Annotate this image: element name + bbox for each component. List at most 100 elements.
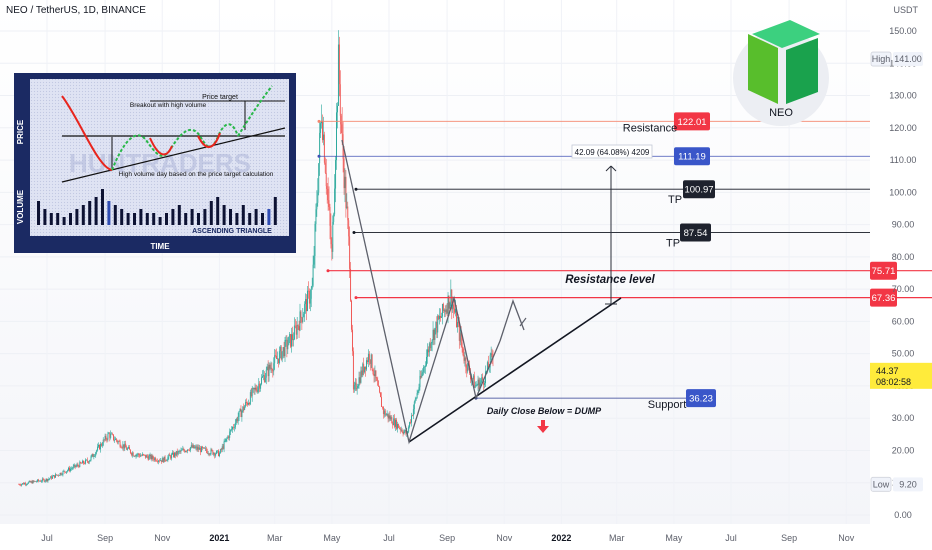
- candle-body: [455, 308, 456, 313]
- candle-body: [32, 480, 34, 484]
- candle-body: [244, 406, 246, 410]
- level-price-tag: [683, 180, 715, 199]
- candle-body: [448, 295, 450, 309]
- candle-body: [345, 176, 347, 209]
- candle-body: [264, 377, 266, 382]
- level-anchor: [354, 296, 358, 300]
- candle-body: [377, 380, 379, 386]
- candle-body: [252, 388, 254, 389]
- candle-body: [133, 455, 135, 457]
- candle-body: [99, 444, 100, 450]
- y-tick-label: 20.00: [892, 445, 915, 455]
- candle-body: [187, 449, 188, 452]
- candle-body: [47, 479, 49, 482]
- candle-body: [121, 447, 123, 448]
- candle-body: [375, 370, 377, 379]
- candle-body: [472, 375, 474, 380]
- y-tick-label: 0.00: [894, 510, 912, 520]
- inset-volume-bar: [171, 209, 175, 225]
- y-tick-label: 80.00: [892, 252, 915, 262]
- candle-body: [212, 450, 214, 455]
- candle-body: [490, 353, 492, 355]
- candle-body: [69, 467, 70, 471]
- candle-body: [167, 457, 169, 461]
- candle-body: [45, 478, 47, 481]
- candle-body: [83, 460, 84, 464]
- candle-body: [376, 378, 378, 381]
- candle-body: [135, 454, 137, 457]
- candle-body: [369, 359, 371, 364]
- x-tick-label: 2022: [551, 533, 571, 543]
- candle-body: [209, 453, 211, 455]
- candle-body: [94, 455, 96, 457]
- candle-body: [149, 454, 151, 457]
- candle-body: [282, 347, 284, 352]
- candle-body: [281, 351, 283, 360]
- candle-body: [129, 447, 130, 450]
- candle-body: [436, 321, 438, 333]
- candle-body: [388, 415, 390, 419]
- candle-body: [141, 455, 143, 457]
- candle-body: [266, 366, 268, 370]
- candle-body: [28, 481, 30, 483]
- candle-body: [367, 360, 368, 363]
- inset-volume-bar: [197, 213, 200, 225]
- candle-body: [58, 475, 60, 476]
- candle-body: [398, 427, 400, 429]
- y-tick-label: 110.00: [890, 155, 917, 165]
- arrow-head: [519, 317, 527, 327]
- candle-body: [335, 160, 337, 189]
- y-tick-label: 60.00: [892, 316, 915, 326]
- candle-body: [396, 419, 397, 429]
- candle-body: [60, 472, 62, 475]
- x-tick-label: Jul: [41, 533, 53, 543]
- candle-body: [391, 417, 393, 424]
- candle-body: [336, 112, 337, 161]
- time-axis[interactable]: Jul Sep Nov 2021 Mar May Jul Sep Nov 2022 Mar May Ju…: [41, 533, 855, 543]
- candle-body: [102, 439, 104, 446]
- candle-body: [24, 483, 26, 485]
- x-tick-label: Sep: [781, 533, 797, 543]
- candle-body: [275, 355, 277, 356]
- candle-body: [451, 289, 453, 310]
- candle-body: [446, 309, 448, 314]
- candle-body: [303, 313, 305, 318]
- candle-body: [262, 376, 263, 378]
- candle-body: [291, 334, 293, 347]
- candle-body: [242, 406, 244, 412]
- measure-label: 42.09 (64.08%) 4209: [571, 144, 653, 159]
- candle-body: [130, 453, 132, 455]
- candle-body: [91, 454, 93, 457]
- candle-body: [256, 390, 258, 392]
- inset-volume-bar: [94, 197, 98, 225]
- candle-body: [416, 393, 418, 399]
- candle-body: [351, 300, 352, 330]
- candle-body: [481, 377, 483, 381]
- price-axis[interactable]: 150.00140.00130.00120.00110.00100.0090.0…: [870, 26, 932, 520]
- candle-body: [367, 353, 369, 363]
- x-tick-label: Sep: [439, 533, 455, 543]
- inset-volume-bar: [209, 201, 213, 225]
- level-anchor: [354, 187, 358, 191]
- candle-body: [390, 417, 392, 420]
- candle-body: [324, 162, 326, 173]
- candle-body: [147, 456, 149, 460]
- trend-drawings: [341, 139, 622, 445]
- candle-body: [96, 450, 98, 453]
- candle-body: [169, 454, 171, 456]
- inset-volume-bar: [152, 213, 156, 225]
- candle-body: [233, 426, 234, 428]
- candle-body: [341, 124, 343, 135]
- low-value: 9.20: [899, 479, 917, 489]
- candle-body: [438, 315, 440, 319]
- candle-body: [247, 402, 248, 405]
- y-tick-label: 130.00: [889, 91, 917, 101]
- candle-body: [411, 415, 412, 423]
- candle-body: [99, 443, 101, 450]
- candle-body: [347, 206, 349, 221]
- candle-body: [298, 326, 300, 331]
- candle-body: [148, 456, 150, 460]
- candle-body: [51, 476, 53, 479]
- candle-body: [208, 453, 210, 455]
